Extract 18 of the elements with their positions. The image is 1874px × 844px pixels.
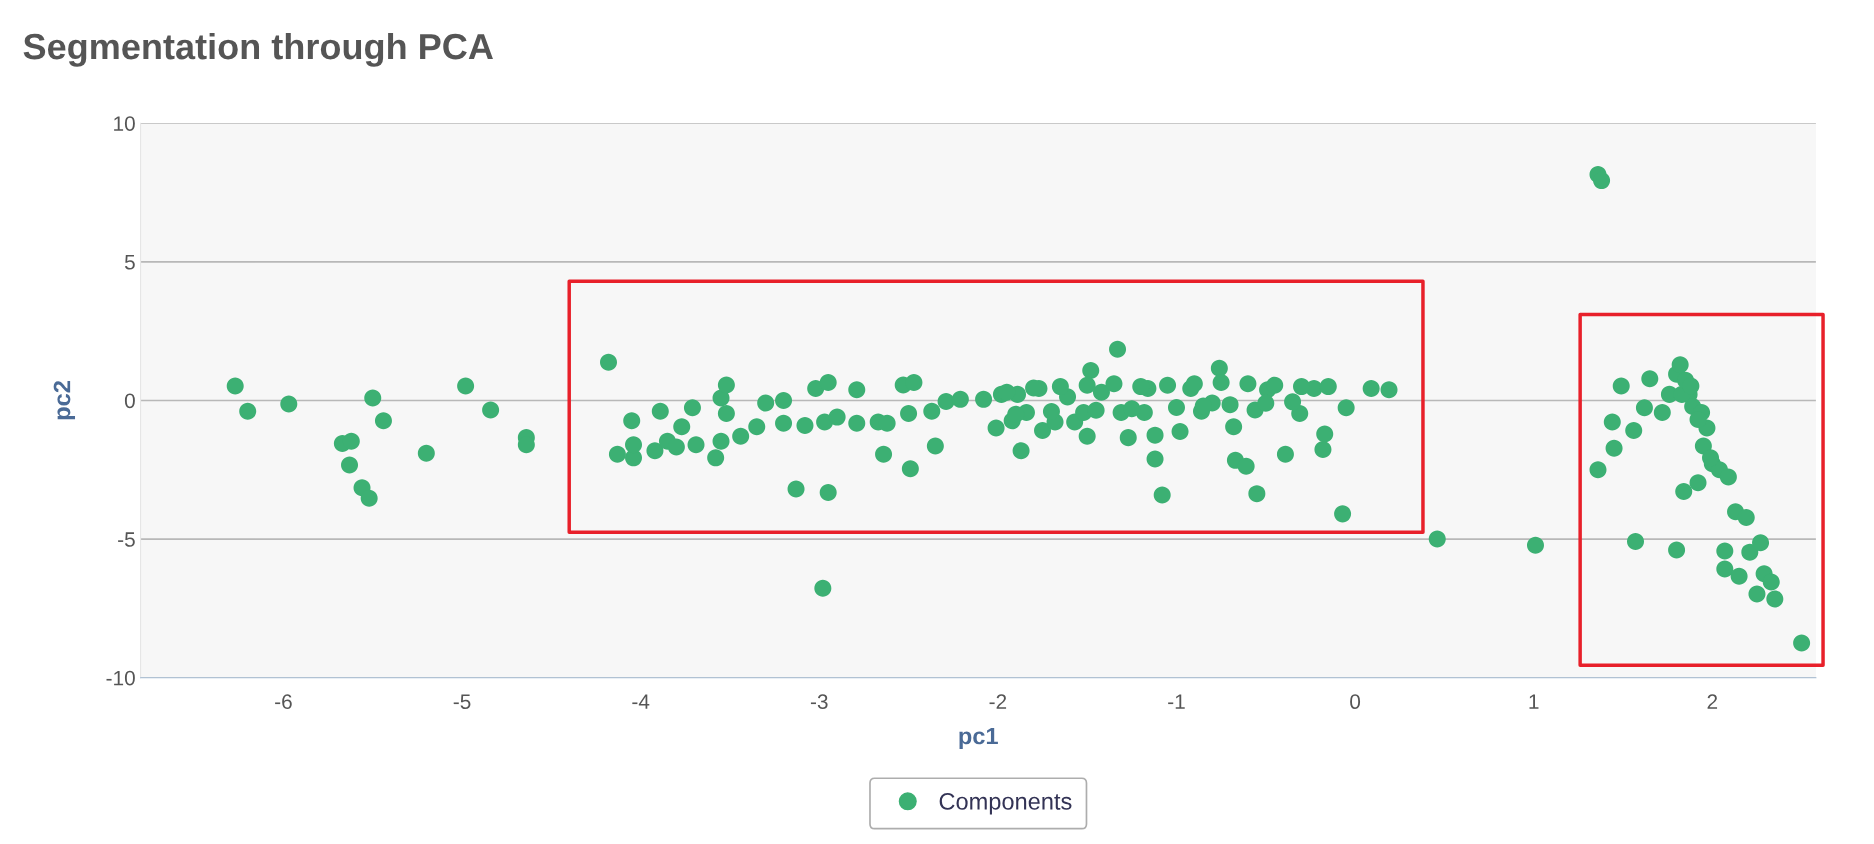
x-tick-label: 1 xyxy=(1529,694,1539,709)
y-tick-label: -10 xyxy=(106,670,135,686)
x-tick-label: -6 xyxy=(275,694,292,710)
y-tick-label: 5 xyxy=(124,255,135,270)
x-tick-label: -3 xyxy=(810,694,828,710)
x-tick-label: -4 xyxy=(632,694,650,709)
legend-label: Components xyxy=(939,793,1072,815)
chart-title: Segmentation through PCA xyxy=(23,32,493,67)
y-tick-label: -5 xyxy=(118,532,135,547)
y-tick-label: 0 xyxy=(124,393,135,409)
y-tick-label: 10 xyxy=(114,116,135,131)
x-tick-label: 2 xyxy=(1707,694,1718,709)
x-tick-label: -2 xyxy=(989,694,1007,709)
x-axis-title: pc1 xyxy=(959,727,998,750)
y-axis-title: pc2 xyxy=(53,381,76,420)
x-tick-label: 0 xyxy=(1350,694,1361,710)
x-tick-label: -5 xyxy=(453,694,471,710)
x-tick-label: -1 xyxy=(1168,694,1185,709)
